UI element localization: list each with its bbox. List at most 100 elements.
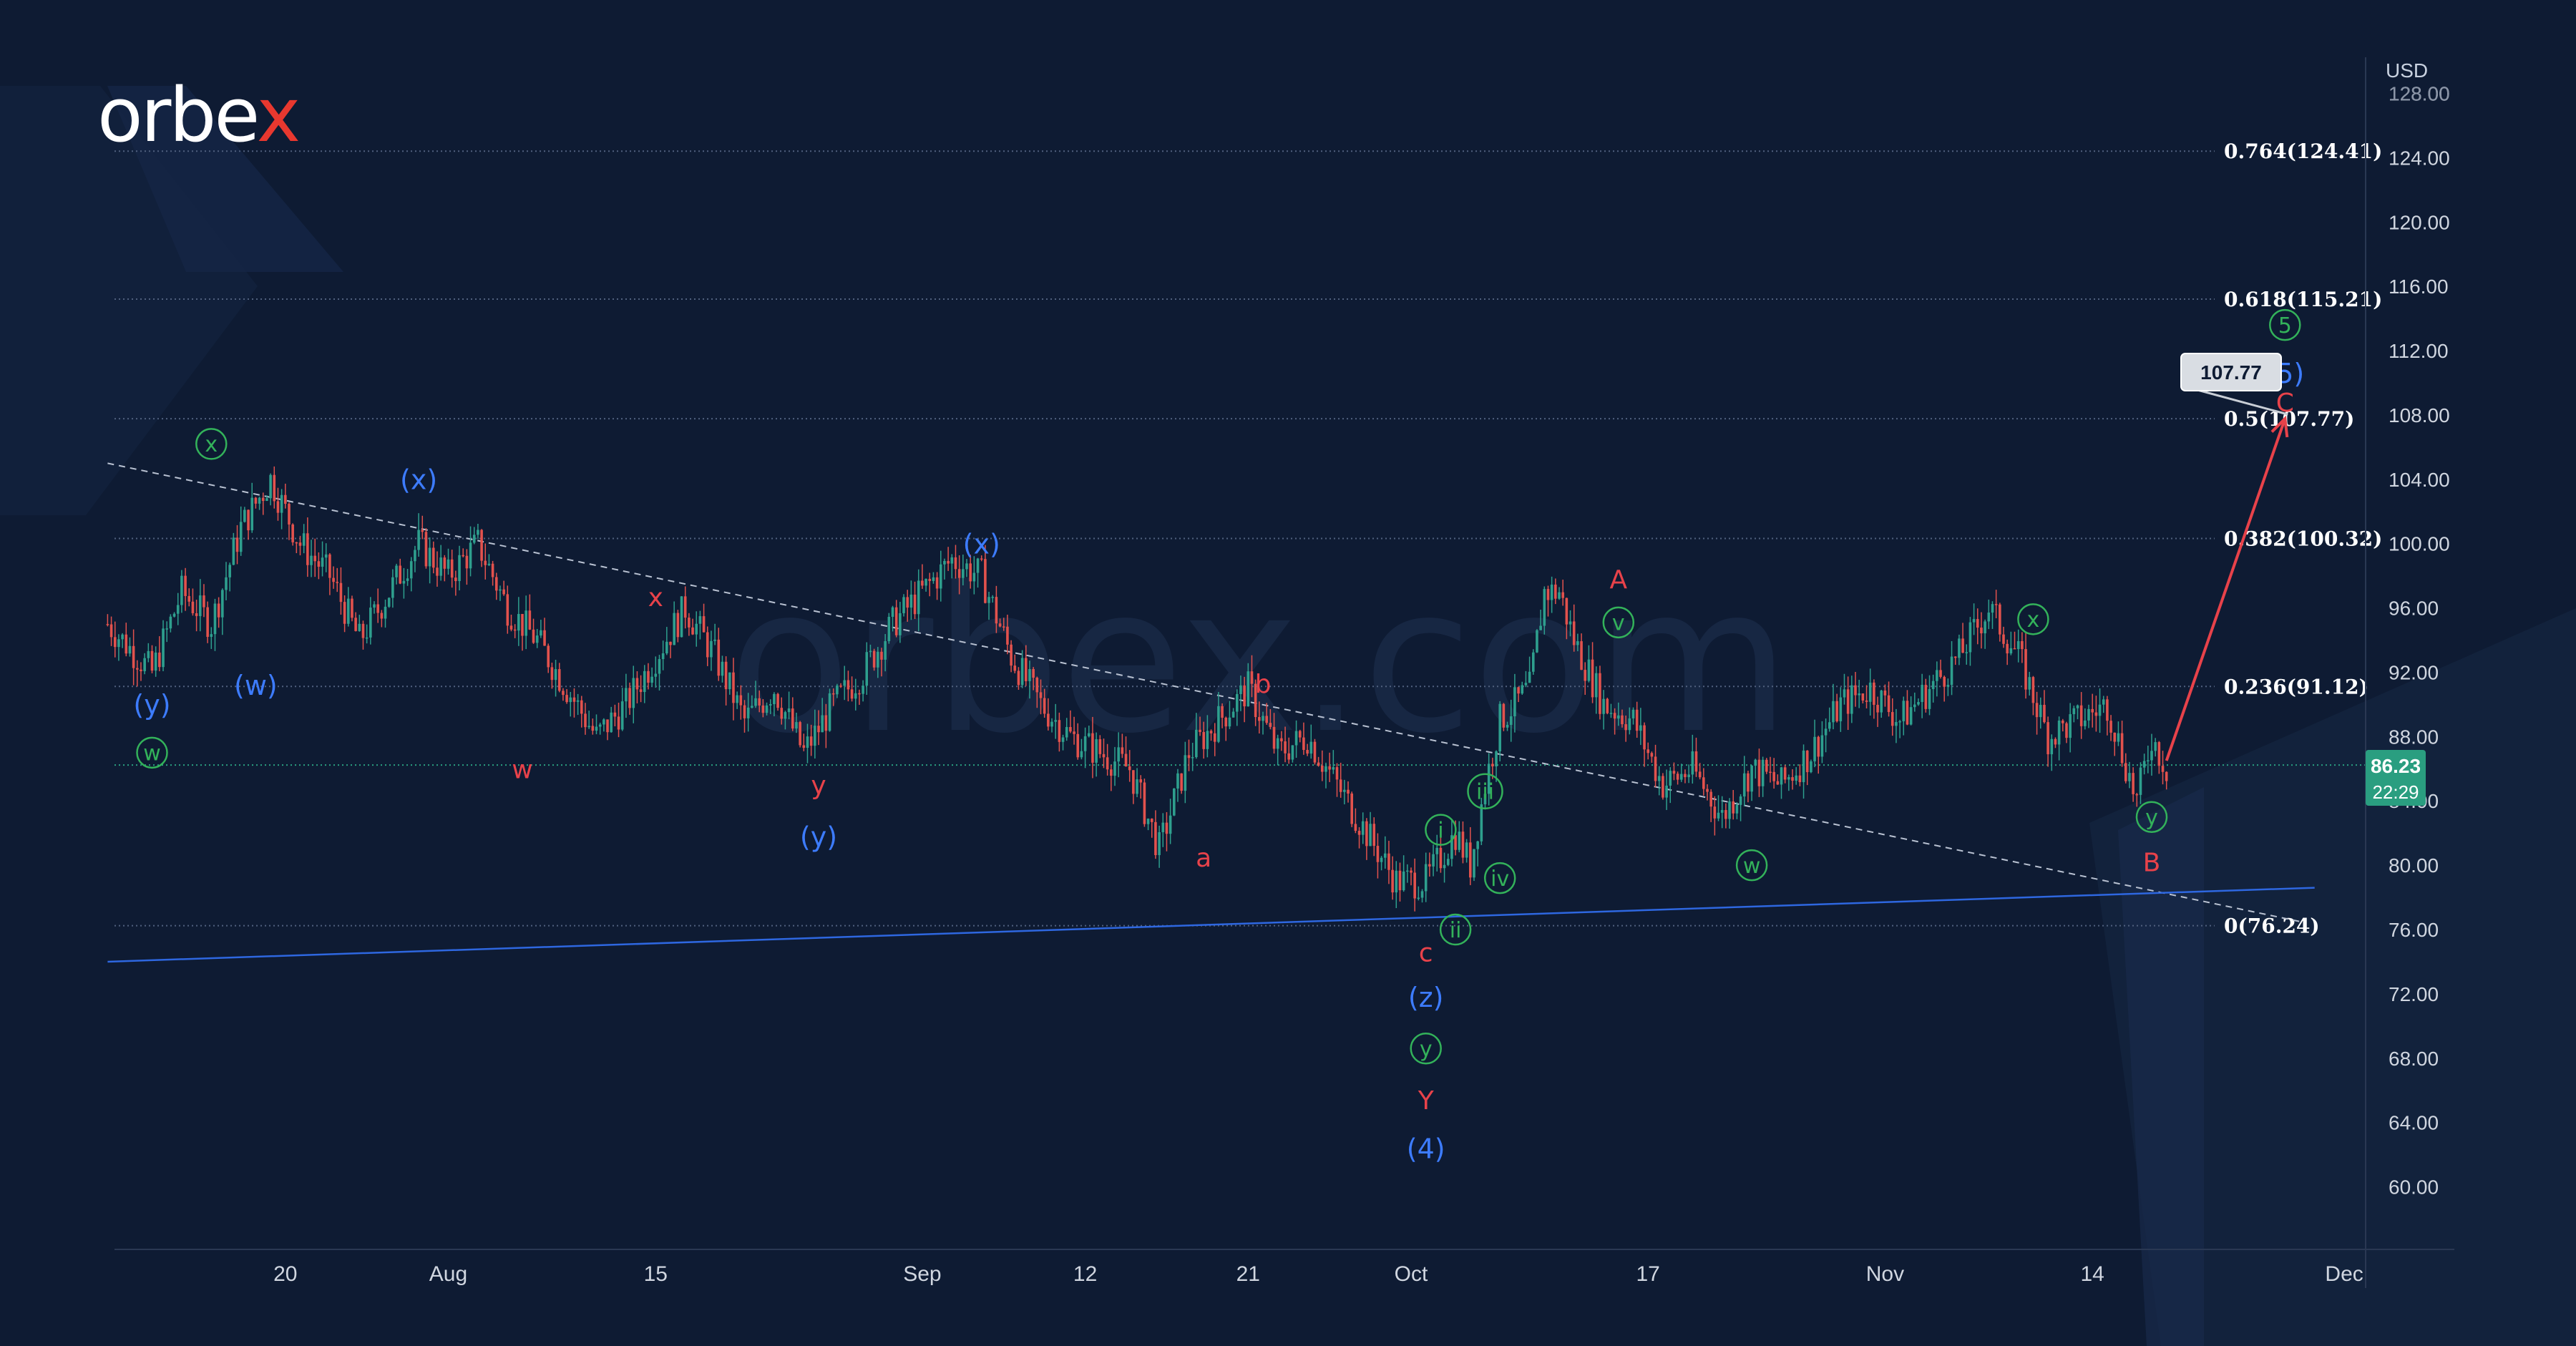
candle-body xyxy=(1276,738,1279,749)
candle-body xyxy=(1458,832,1461,850)
candle-body xyxy=(1324,766,1327,772)
candle-body xyxy=(751,706,753,708)
candle-body xyxy=(1594,673,1598,698)
candle-body xyxy=(509,625,513,630)
candle-body xyxy=(487,563,491,565)
candle-body xyxy=(132,645,135,668)
wave-label: w xyxy=(143,741,161,766)
candle-body xyxy=(1742,773,1746,797)
candle-body xyxy=(2069,714,2072,738)
candle-body xyxy=(125,634,128,654)
candle-body xyxy=(1435,847,1439,854)
candle-body xyxy=(2157,742,2161,766)
candle-body xyxy=(1161,822,1165,832)
candle-body xyxy=(1524,683,1528,686)
candle-body xyxy=(1032,668,1035,678)
current-price: 86.23 xyxy=(2371,755,2421,777)
candle-body xyxy=(395,565,398,577)
candle-body xyxy=(1020,658,1024,686)
candle-body xyxy=(213,603,217,635)
candle-body xyxy=(2046,722,2049,755)
candle-body xyxy=(935,577,939,589)
candle-body xyxy=(1306,749,1309,754)
candle-body xyxy=(1043,698,1046,714)
candle-body xyxy=(746,707,750,718)
candle-body xyxy=(1102,754,1106,758)
candle-body xyxy=(358,623,361,631)
candle-body xyxy=(987,597,990,603)
candle-body xyxy=(324,554,328,558)
candle-body xyxy=(458,555,461,582)
candle-body xyxy=(291,524,294,542)
candle-body xyxy=(346,598,350,624)
candle-body xyxy=(1621,715,1624,725)
candle-body xyxy=(580,700,583,714)
candle-body xyxy=(1195,729,1198,758)
candle-body xyxy=(787,708,791,713)
candle-body xyxy=(1587,659,1591,681)
candle-body xyxy=(921,580,924,586)
candle-body xyxy=(1757,759,1761,786)
candle-body xyxy=(1454,835,1457,850)
candle-body xyxy=(221,590,224,618)
candle-body xyxy=(1980,628,1983,634)
candle-body xyxy=(1180,773,1183,791)
candle-body xyxy=(2031,677,2035,703)
candle-body xyxy=(1602,698,1605,714)
candle-body xyxy=(814,726,816,746)
candle-body xyxy=(424,532,428,567)
candle-body xyxy=(1272,726,1276,749)
candle-body xyxy=(665,641,668,654)
candle-body xyxy=(1446,859,1450,865)
candle-body xyxy=(1058,720,1061,742)
y-tick-label: 92.00 xyxy=(2389,661,2439,683)
candle-body xyxy=(2165,771,2168,781)
wave-label: (z) xyxy=(1408,982,1444,1013)
candle-body xyxy=(1780,767,1783,785)
candle-body xyxy=(769,704,772,706)
candle-body xyxy=(2057,720,2061,745)
candle-body xyxy=(1369,824,1372,847)
candle-body xyxy=(1025,658,1028,681)
candle-body xyxy=(1810,761,1813,773)
candle-body xyxy=(2098,704,2102,716)
candle-body xyxy=(661,653,665,660)
x-tick-label: 21 xyxy=(1236,1262,1260,1286)
candle-body xyxy=(991,597,995,598)
candle-body xyxy=(2128,773,2131,781)
candle-body xyxy=(2120,733,2124,764)
candle-body xyxy=(1817,736,1820,757)
candle-body xyxy=(1098,739,1102,754)
candle-body xyxy=(472,535,476,543)
forecast-arrowhead xyxy=(2270,415,2289,438)
candle-body xyxy=(250,497,254,531)
candle-body xyxy=(1628,718,1631,731)
time-axis[interactable]: 20 Aug 15 Sep 12 21 Oct 17 Nov 14 Dec xyxy=(114,1249,2454,1286)
candle-body xyxy=(1128,766,1131,771)
y-tick-label: 96.00 xyxy=(2389,598,2439,620)
candle-body xyxy=(773,693,776,705)
candle-body xyxy=(158,652,161,668)
candle-body xyxy=(265,498,268,502)
candle-body xyxy=(2050,738,2054,755)
candle-body xyxy=(780,708,784,719)
wave-label-circle xyxy=(1602,606,1635,639)
candle-body xyxy=(1469,842,1472,878)
candle-body xyxy=(1235,693,1239,712)
wave-labels: x(y)w(w)(x)wxy(y)(x)baiiiiiviic(z)yY(4)A… xyxy=(133,308,2304,1164)
candle-body xyxy=(225,577,228,590)
wave-label-circle xyxy=(1467,773,1503,810)
wave-label: ii xyxy=(1450,918,1462,943)
candle-body xyxy=(1443,864,1446,869)
candle-body xyxy=(1199,729,1201,732)
x-tick-label: 14 xyxy=(2081,1262,2104,1286)
y-tick-label: 80.00 xyxy=(2389,854,2439,877)
candle-body xyxy=(361,623,365,638)
candle-body xyxy=(1209,731,1213,733)
candle-body xyxy=(824,715,828,731)
candle-body xyxy=(1906,701,1909,725)
fib-label: 0.5(107.77) xyxy=(2224,407,2354,431)
candle-body xyxy=(1943,676,1946,687)
candle-body xyxy=(1231,711,1235,718)
